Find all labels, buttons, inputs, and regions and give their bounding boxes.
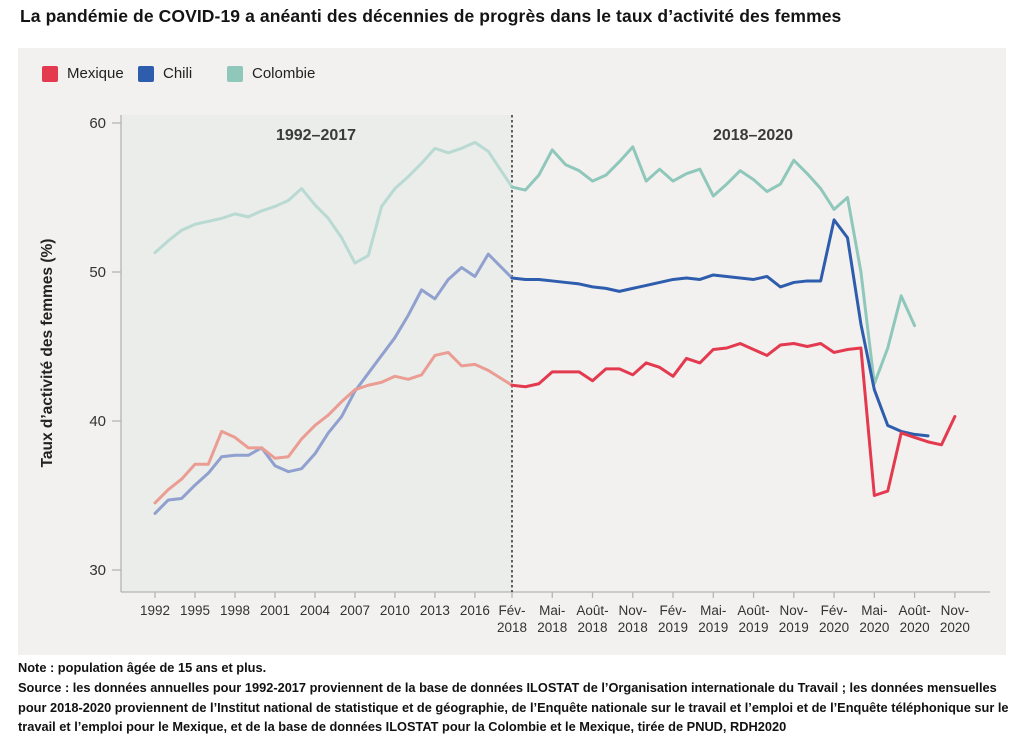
- legend-label-colombie: Colombie: [252, 65, 316, 82]
- legend-swatch-colombie: [227, 65, 243, 82]
- footnotes: Note : population âgée de 15 ans et plus…: [18, 658, 1012, 737]
- legend-label-mexique: Mexique: [67, 65, 124, 82]
- legend-item-colombie: Colombie: [227, 65, 315, 82]
- legend-swatch-chili: [138, 65, 154, 82]
- legend-label-chili: Chili: [163, 65, 193, 82]
- figure-title: La pandémie de COVID-19 a anéanti des dé…: [20, 6, 842, 26]
- chart-panel: Mexique Chili Colombie: [18, 48, 1006, 655]
- legend-item-mexique: Mexique: [42, 65, 124, 82]
- source-text: Source : les données annuelles pour 1992…: [18, 679, 1009, 735]
- note-text: Note : population âgée de 15 ans et plus…: [18, 660, 267, 675]
- legend-item-chili: Chili: [138, 65, 192, 82]
- legend-swatch-mexique: [42, 65, 58, 82]
